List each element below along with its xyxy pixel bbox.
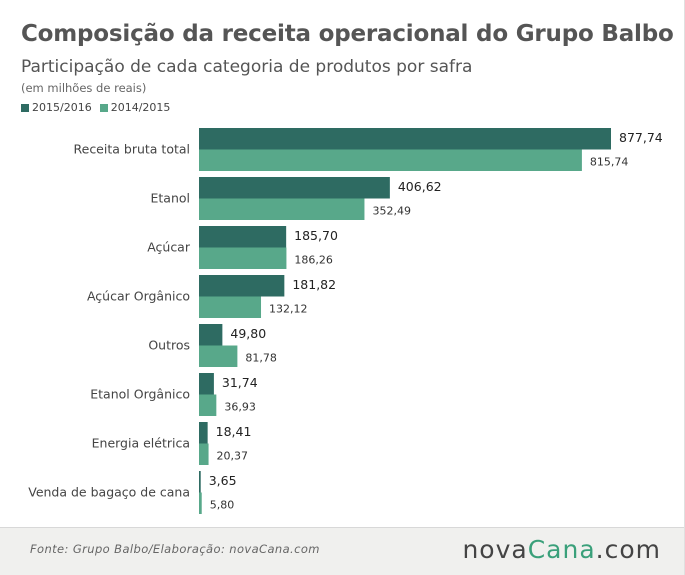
- bar-etanol-2015-2016: [199, 177, 390, 199]
- value-label-etanol-2014-2015: 352,49: [372, 205, 411, 218]
- legend-swatch-2014-2015: [99, 103, 108, 112]
- bar-venda-de-bagaco-de-cana-2014-2015: [199, 492, 202, 514]
- legend-label-2015-2016: 2015/2016: [32, 101, 92, 114]
- legend-label-2014-2015: 2014/2015: [110, 101, 171, 114]
- bar-energia-eletrica-2015-2016: [199, 422, 208, 444]
- category-label-acucar-organico: Açúcar Orgânico: [87, 289, 190, 304]
- bar-etanol-2014-2015: [199, 198, 365, 220]
- value-label-energia-eletrica-2014-2015: 20,37: [217, 450, 249, 463]
- category-label-etanol-organico: Etanol Orgânico: [90, 387, 190, 402]
- bar-energia-eletrica-2014-2015: [199, 443, 209, 465]
- value-label-acucar-organico-2015-2016: 181,82: [292, 277, 336, 292]
- bar-acucar-organico-2014-2015: [199, 296, 262, 318]
- value-label-etanol-organico-2015-2016: 31,74: [222, 375, 258, 390]
- category-label-etanol: Etanol: [150, 191, 190, 206]
- logo-cana: Cana: [527, 535, 596, 564]
- bar-chart: Receita bruta total 877,74 815,74 Etanol 406…: [28, 128, 663, 514]
- novacana-logo: novaCana.com: [462, 535, 661, 564]
- value-label-etanol-organico-2014-2015: 36,93: [224, 401, 256, 414]
- value-label-receita-bruta-total-2015-2016: 877,74: [619, 130, 663, 145]
- category-label-venda-de-bagaco-de-cana: Venda de bagaço de cana: [28, 485, 190, 500]
- chart-subtitle: Participação de cada categoria de produt…: [21, 57, 473, 77]
- category-label-outros: Outros: [148, 338, 190, 353]
- logo-com: .com: [595, 535, 661, 564]
- value-label-etanol-2015-2016: 406,62: [398, 179, 442, 194]
- value-label-outros-2015-2016: 49,80: [230, 326, 266, 341]
- legend-swatch-2015-2016: [21, 103, 29, 112]
- bar-outros-2014-2015: [199, 345, 238, 367]
- bar-etanol-organico-2014-2015: [199, 394, 217, 416]
- value-label-venda-de-bagaco-de-cana-2014-2015: 5,80: [210, 499, 235, 512]
- value-label-acucar-2015-2016: 185,70: [294, 228, 338, 243]
- legend: 2015/2016 2014/2015: [21, 101, 178, 114]
- value-label-venda-de-bagaco-de-cana-2015-2016: 3,65: [209, 473, 237, 488]
- value-label-outros-2014-2015: 81,78: [245, 352, 276, 365]
- category-label-receita-bruta-total: Receita bruta total: [74, 142, 191, 157]
- category-label-acucar: Açúcar: [147, 240, 191, 255]
- unit-note: (em milhões de reais): [21, 81, 147, 95]
- value-label-acucar-2014-2015: 186,26: [294, 254, 333, 267]
- bar-acucar-2014-2015: [199, 247, 287, 269]
- bar-receita-bruta-total-2015-2016: [199, 128, 611, 150]
- bar-outros-2015-2016: [199, 324, 223, 346]
- bar-receita-bruta-total-2014-2015: [199, 149, 582, 171]
- bar-acucar-2015-2016: [199, 226, 287, 248]
- value-label-receita-bruta-total-2014-2015: 815,74: [590, 156, 629, 169]
- bar-venda-de-bagaco-de-cana-2015-2016: [199, 471, 201, 493]
- bar-acucar-organico-2015-2016: [199, 275, 285, 297]
- value-label-energia-eletrica-2015-2016: 18,41: [216, 424, 252, 439]
- legend-item-2014-2015: 2014/2015: [99, 101, 171, 114]
- source-note: Fonte: Grupo Balbo/Elaboração: novaCana.…: [30, 542, 320, 556]
- footer: Fonte: Grupo Balbo/Elaboração: novaCana.…: [0, 527, 685, 575]
- chart-title: Composição da receita operacional do Gru…: [21, 21, 674, 47]
- bar-etanol-organico-2015-2016: [199, 373, 214, 395]
- logo-nova: nova: [462, 535, 528, 564]
- legend-item-2015-2016: 2015/2016: [21, 101, 92, 114]
- category-label-energia-eletrica: Energia elétrica: [92, 436, 190, 451]
- value-label-acucar-organico-2014-2015: 132,12: [269, 303, 308, 316]
